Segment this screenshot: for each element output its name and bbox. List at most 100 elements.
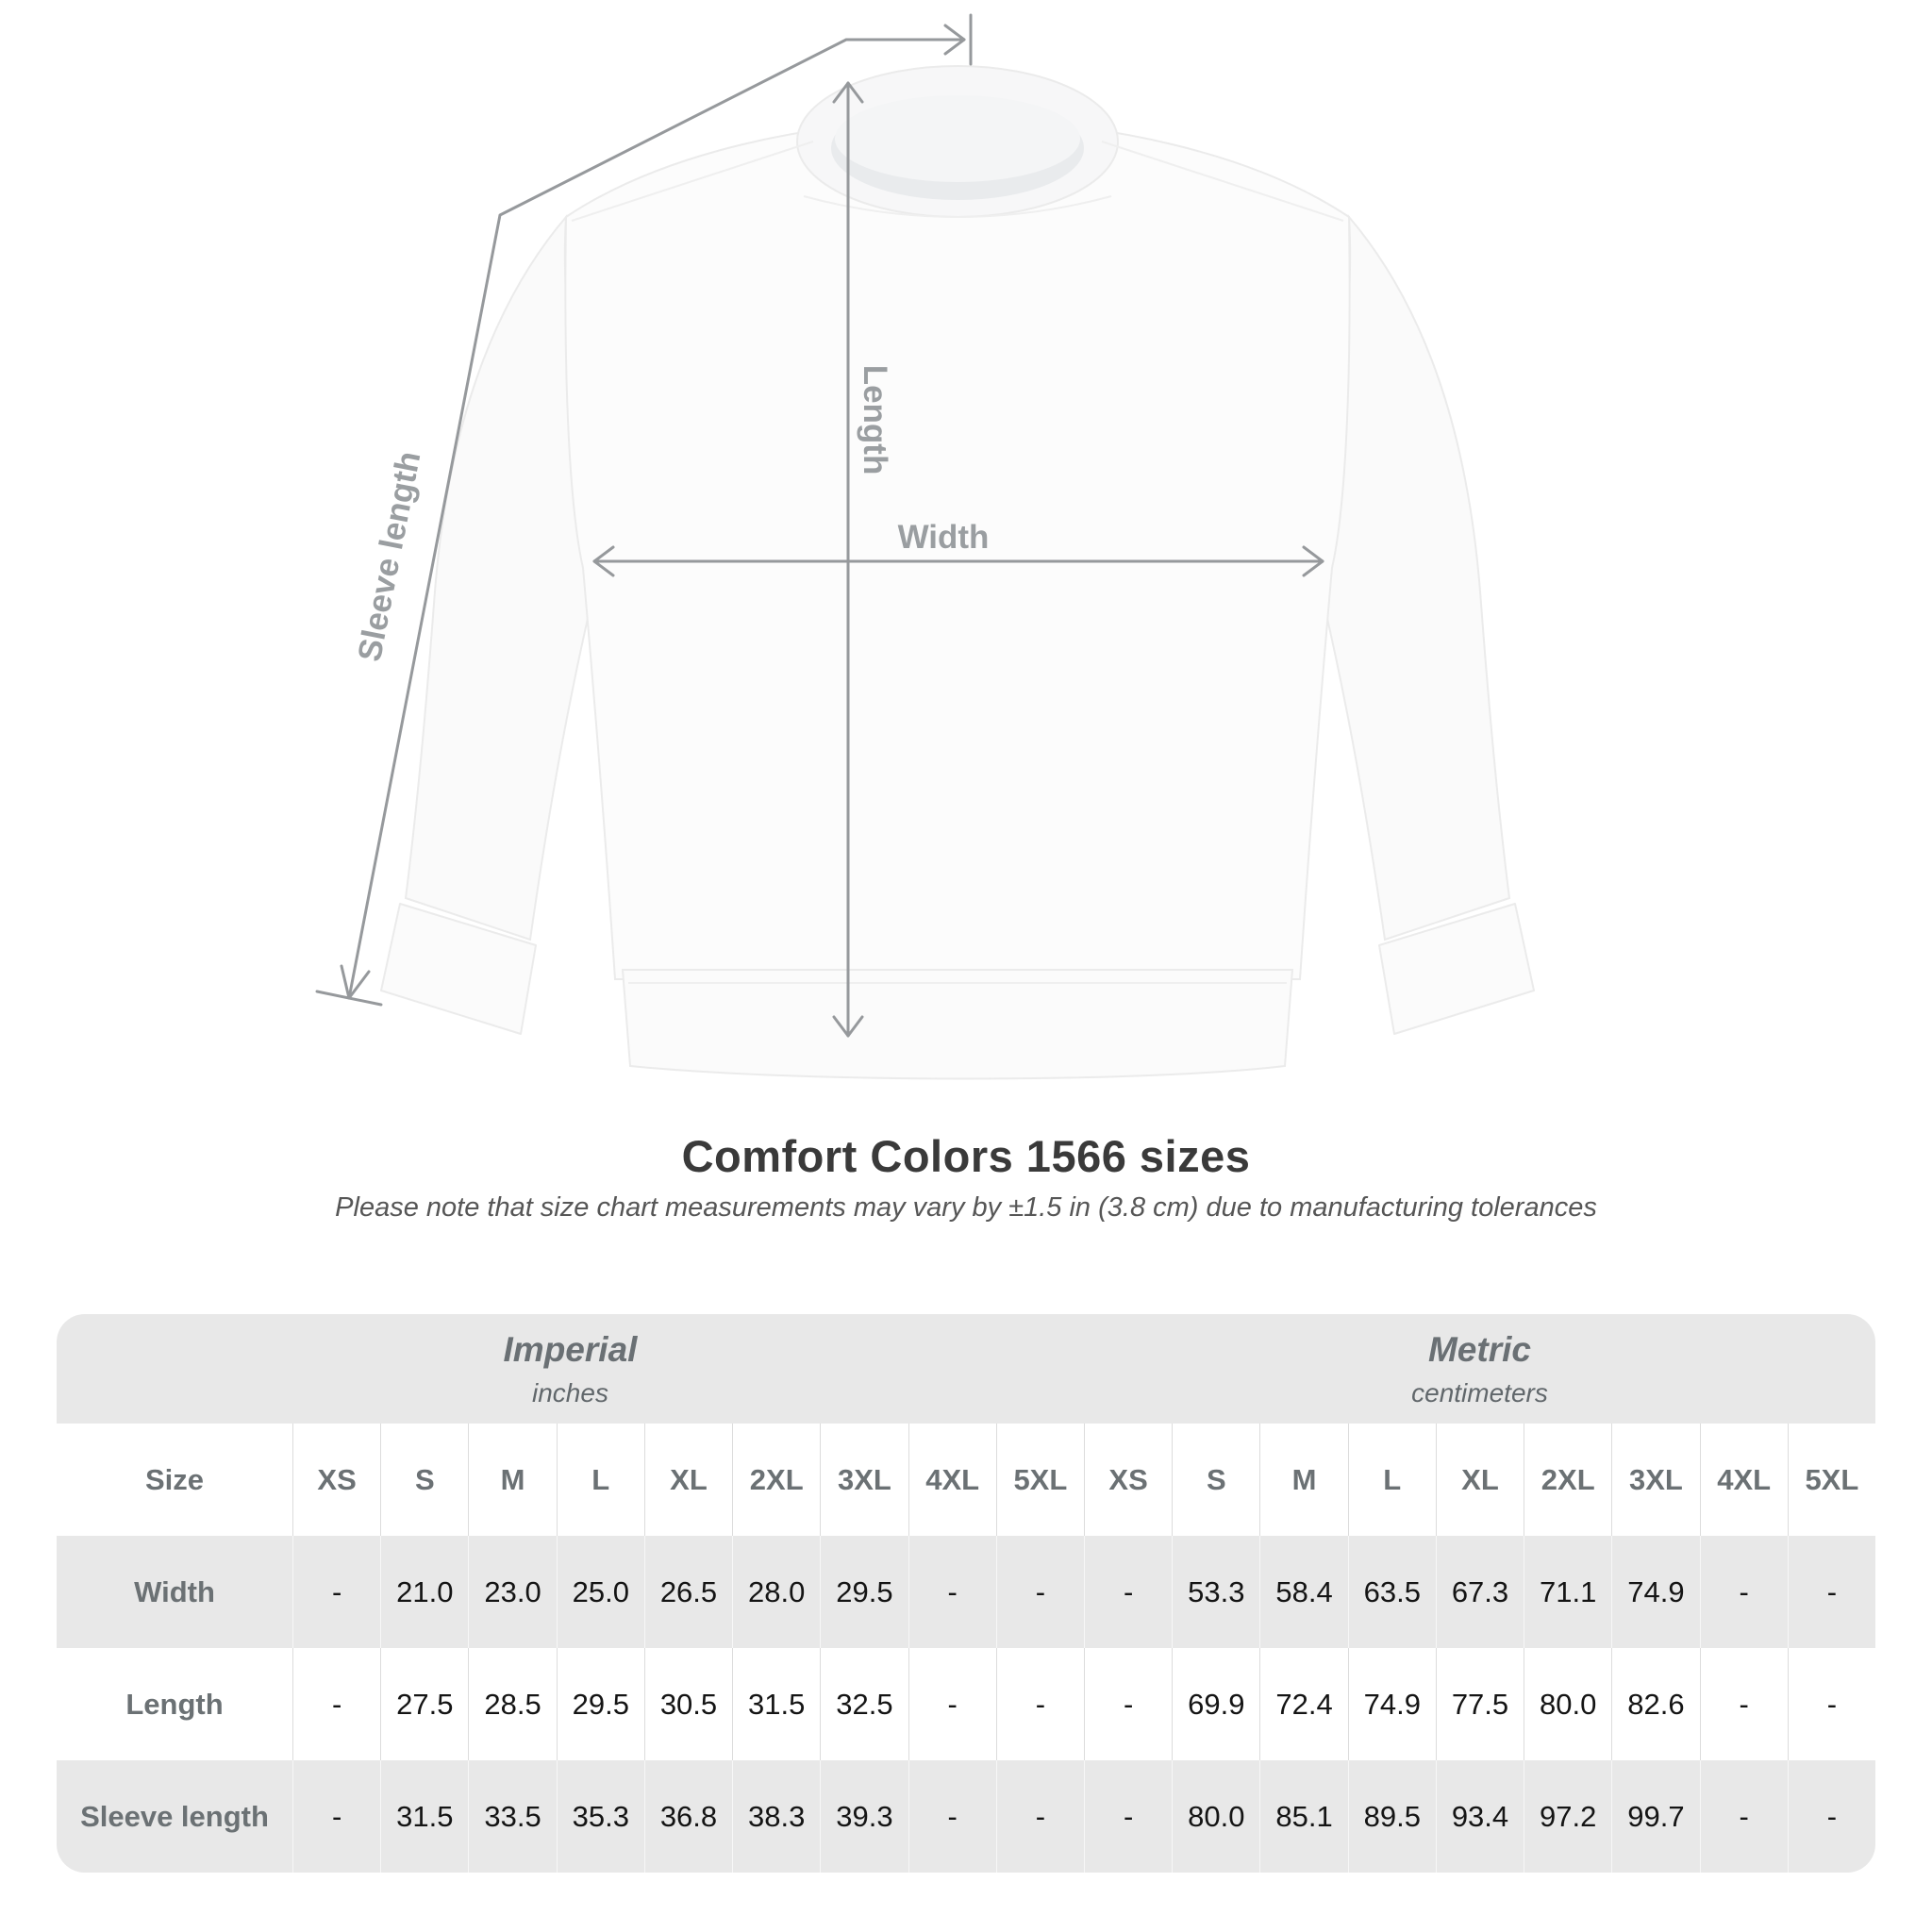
imperial-band-name: Imperial: [503, 1329, 638, 1369]
value-cell: -: [1699, 1648, 1788, 1760]
value-cell: 74.9: [1347, 1648, 1436, 1760]
sleeve-length-arrow: [315, 13, 973, 1007]
size-header-imperial: 5XL: [995, 1424, 1084, 1536]
size-header-imperial: L: [556, 1424, 644, 1536]
metric-band-unit: centimeters: [1411, 1377, 1548, 1407]
value-cell: -: [1699, 1760, 1788, 1873]
right-cuff: [1378, 903, 1535, 1035]
size-header-metric: 3XL: [1611, 1424, 1700, 1536]
value-cell: -: [1083, 1648, 1173, 1760]
size-header-metric: S: [1172, 1424, 1260, 1536]
width-arrow: [592, 545, 1324, 577]
value-cell: -: [1083, 1536, 1173, 1648]
imperial-band: Imperial inches: [57, 1314, 1084, 1424]
size-table-grid: Imperial inches Metric centimeters Size …: [57, 1314, 1875, 1873]
value-cell: 63.5: [1347, 1536, 1436, 1648]
size-header-metric: XS: [1083, 1424, 1173, 1536]
left-shoulder-seam: [571, 141, 814, 222]
value-cell: 80.0: [1524, 1648, 1612, 1760]
value-cell: 85.1: [1259, 1760, 1348, 1873]
value-cell: 97.2: [1524, 1760, 1612, 1873]
value-cell: 93.4: [1435, 1760, 1524, 1873]
value-cell: 30.5: [643, 1648, 733, 1760]
size-table: Imperial inches Metric centimeters Size …: [57, 1314, 1875, 1873]
value-cell: 38.3: [732, 1760, 821, 1873]
size-header-metric: L: [1347, 1424, 1436, 1536]
value-cell: 35.3: [556, 1760, 644, 1873]
value-cell: 69.9: [1172, 1648, 1260, 1760]
value-cell: 39.3: [820, 1760, 908, 1873]
value-cell: 28.5: [468, 1648, 557, 1760]
size-header-metric: 4XL: [1699, 1424, 1788, 1536]
size-header-imperial: 4XL: [908, 1424, 996, 1536]
size-header-imperial: XL: [643, 1424, 733, 1536]
value-cell: 29.5: [556, 1648, 644, 1760]
size-header-metric: 5XL: [1787, 1424, 1875, 1536]
tolerance-note: Please note that size chart measurements…: [335, 1192, 1597, 1223]
value-cell: 53.3: [1172, 1536, 1260, 1648]
page-title: Comfort Colors 1566 sizes: [681, 1131, 1251, 1181]
value-cell: 33.5: [468, 1760, 557, 1873]
value-cell: -: [1787, 1760, 1875, 1873]
value-cell: 74.9: [1611, 1536, 1700, 1648]
value-cell: -: [1083, 1760, 1173, 1873]
size-header-imperial: 2XL: [732, 1424, 821, 1536]
value-cell: 72.4: [1259, 1648, 1348, 1760]
value-cell: 23.0: [468, 1536, 557, 1648]
value-cell: 36.8: [643, 1760, 733, 1873]
value-cell: 58.4: [1259, 1536, 1348, 1648]
value-cell: 27.5: [380, 1648, 469, 1760]
value-cell: 28.0: [732, 1536, 821, 1648]
value-cell: 99.7: [1611, 1760, 1700, 1873]
value-cell: 82.6: [1611, 1648, 1700, 1760]
size-header-imperial: 3XL: [820, 1424, 908, 1536]
size-column-header: Size: [57, 1424, 292, 1536]
value-cell: 25.0: [556, 1536, 644, 1648]
value-cell: -: [995, 1648, 1084, 1760]
value-cell: 31.5: [732, 1648, 821, 1760]
value-cell: -: [995, 1536, 1084, 1648]
length-label: Length: [857, 365, 893, 475]
value-cell: 71.1: [1524, 1536, 1612, 1648]
collar-inner-back: [835, 95, 1080, 182]
waistband: [621, 969, 1294, 1080]
value-cell: 80.0: [1172, 1760, 1260, 1873]
left-cuff: [380, 903, 537, 1035]
width-label: Width: [898, 519, 990, 556]
value-cell: -: [908, 1536, 996, 1648]
row-label-sleeve-length: Sleeve length: [57, 1760, 292, 1873]
length-arrow: [832, 81, 864, 1038]
value-cell: -: [292, 1760, 381, 1873]
value-cell: 29.5: [820, 1536, 908, 1648]
value-cell: 26.5: [643, 1536, 733, 1648]
metric-band-name: Metric: [1427, 1329, 1531, 1369]
size-header-imperial: S: [380, 1424, 469, 1536]
value-cell: 77.5: [1435, 1648, 1524, 1760]
size-header-metric: M: [1259, 1424, 1348, 1536]
value-cell: 32.5: [820, 1648, 908, 1760]
size-header-metric: 2XL: [1524, 1424, 1612, 1536]
right-shoulder-seam: [1101, 141, 1344, 222]
value-cell: -: [1699, 1536, 1788, 1648]
size-header-imperial: M: [468, 1424, 557, 1536]
sleeve-length-label: Sleeve length: [351, 448, 427, 664]
size-header-metric: XL: [1435, 1424, 1524, 1536]
value-cell: -: [292, 1648, 381, 1760]
row-label-length: Length: [57, 1648, 292, 1760]
value-cell: -: [1787, 1536, 1875, 1648]
value-cell: 21.0: [380, 1536, 469, 1648]
value-cell: -: [995, 1760, 1084, 1873]
value-cell: -: [908, 1760, 996, 1873]
value-cell: -: [292, 1536, 381, 1648]
row-label-width: Width: [57, 1536, 292, 1648]
value-cell: 31.5: [380, 1760, 469, 1873]
value-cell: 67.3: [1435, 1536, 1524, 1648]
value-cell: 89.5: [1347, 1760, 1436, 1873]
chest-seam: [803, 195, 1112, 218]
metric-band: Metric centimeters: [1083, 1314, 1875, 1424]
size-header-imperial: XS: [292, 1424, 381, 1536]
value-cell: -: [908, 1648, 996, 1760]
imperial-band-unit: inches: [532, 1377, 608, 1407]
sweatshirt-illustration: Length Width Sleeve length: [315, 13, 1535, 1080]
